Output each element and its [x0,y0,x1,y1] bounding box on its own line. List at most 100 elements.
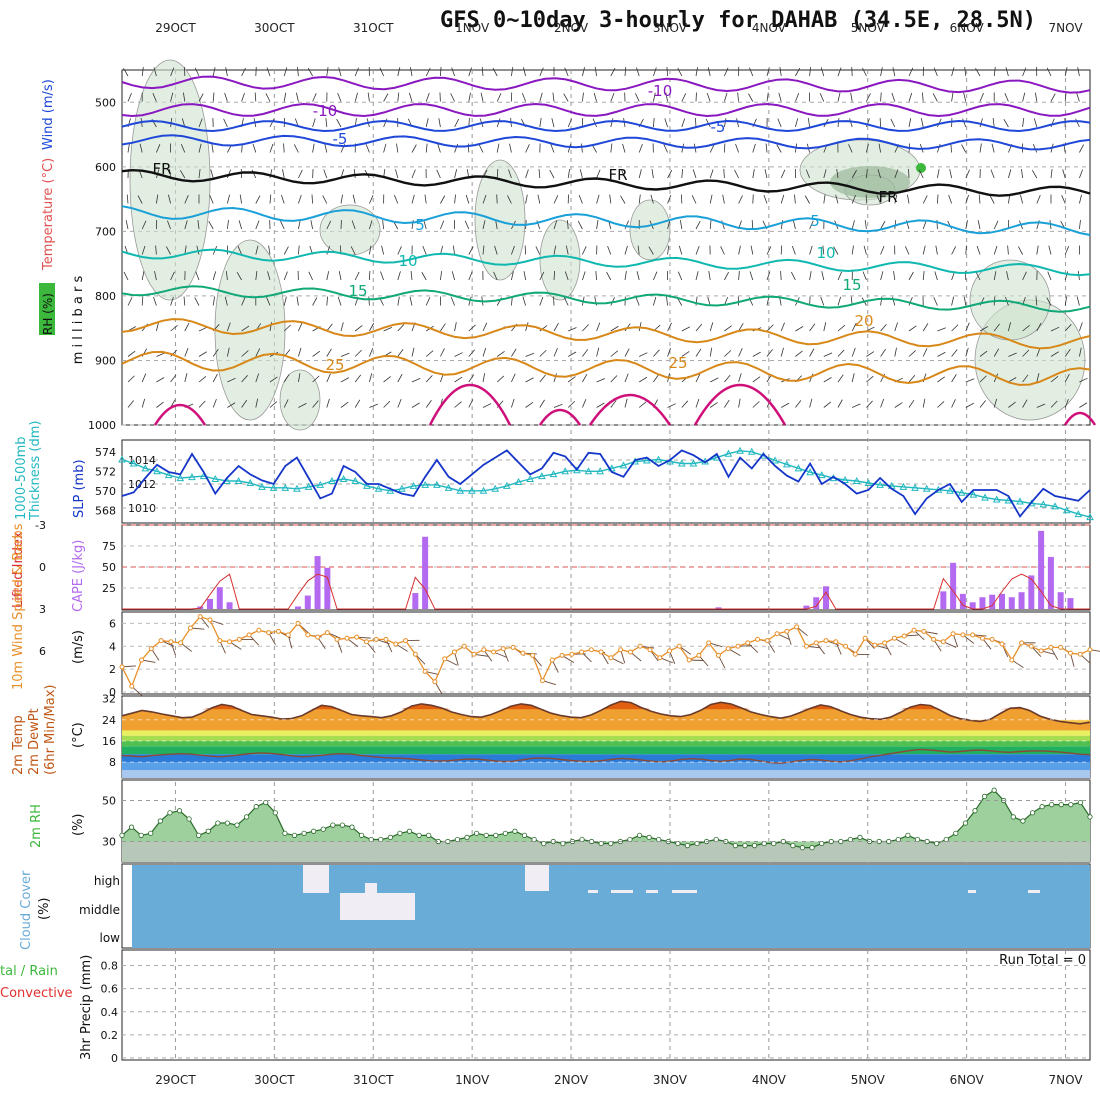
wind-barb [651,169,654,179]
wind-barb [979,93,984,102]
cloud-block [525,865,549,891]
wind-barb [863,245,867,255]
wind-speed-point [1028,643,1034,649]
wind-barb [283,296,287,306]
wind-barb [397,399,402,408]
wind-barb [749,271,754,281]
wind-unit: (m/s) [71,630,86,664]
wind-barb [965,347,969,357]
rh-shading-dense [830,166,910,198]
wind-barb [1064,92,1067,102]
wind-barb [379,67,384,77]
thickness-point [782,460,791,468]
wind-speed-point [549,657,555,663]
thickness-point [724,449,733,457]
contour-label: FR [878,188,897,206]
wind-barb [1079,377,1088,383]
wind-speed-point [461,643,467,649]
wind-barb [326,398,330,408]
wind-barb [396,143,399,153]
wind-barb [195,271,200,281]
wind-barb [695,67,698,77]
thickness-point [211,475,220,483]
wind-barb [468,324,476,332]
li-axis-label: Lifted Index [11,531,26,608]
wind-barb [383,326,392,332]
wind-barb [937,169,940,179]
wind-barb [283,143,285,153]
wind-barb [227,220,229,230]
wind-barb [421,271,427,281]
wind-speed-point [129,683,135,689]
wind-barb [965,169,970,179]
thickness-point [561,467,570,475]
date-label-top: 2NOV [554,21,589,35]
rh-point [1039,804,1045,810]
wind-barb [478,144,484,153]
wind-barb [1047,271,1052,281]
wind-barb [553,245,557,255]
wind-barb [567,143,572,153]
wind-barb [567,376,576,383]
wind-barb [480,92,484,102]
wind-barb [493,271,498,281]
wind-barb [880,323,887,332]
wind-barb [468,271,473,281]
wind-barb [677,271,683,281]
wind-barb [851,245,854,255]
wind-barb [880,348,886,357]
wind-barb [127,350,136,357]
wind-barb [582,374,588,383]
wind-barb [866,169,868,179]
wind-barb [1050,376,1059,383]
rh-point [512,828,518,834]
wind-barb [582,399,587,408]
wind-barb [908,271,914,281]
wind-barb [795,350,803,357]
wind-barb [297,67,299,77]
contour-label: -5 [333,130,348,148]
wind-barb [764,169,768,179]
wind-barb [1007,245,1009,255]
wind-barb [156,352,165,357]
thickness-point [771,456,779,464]
rh-point [560,840,566,847]
temp-band [122,770,1090,778]
wind-barb [269,401,278,408]
wind-barb [298,347,302,357]
cape-bar [295,606,301,609]
wind-barb [963,296,967,306]
wind-barb [283,67,288,77]
cape-bar [1008,597,1015,609]
wind-barb [766,349,773,357]
rh-point [454,836,461,843]
wind-barb [468,399,474,408]
wind-speed-point [1058,644,1064,650]
wind-barb [1022,118,1025,128]
wind-barb [241,297,246,306]
wind-barb [979,350,988,357]
wind-barb [809,323,816,332]
wind-speed-point [1048,644,1054,650]
wind-speed-point [921,628,927,634]
wind-barb [182,92,186,102]
wind-barb [509,143,512,153]
precip-tick: 0.6 [101,983,119,996]
rh-point [330,822,336,828]
wind-speed-point [569,651,575,657]
slp-line [121,449,1091,518]
wind-barb [507,195,512,204]
wind-barb [237,246,242,255]
wind-barb [326,373,331,383]
wind-barb [383,93,389,102]
wind-barb [496,143,500,153]
wind-barb [397,296,400,306]
wind-barb [848,144,853,153]
wind-barb [312,118,316,128]
wind-barb [283,246,289,255]
wind-speed-point [451,649,457,655]
wind-barb [837,67,842,77]
wind-barb [837,349,845,357]
thickness-point [1016,497,1024,505]
wind-barb [695,348,702,357]
